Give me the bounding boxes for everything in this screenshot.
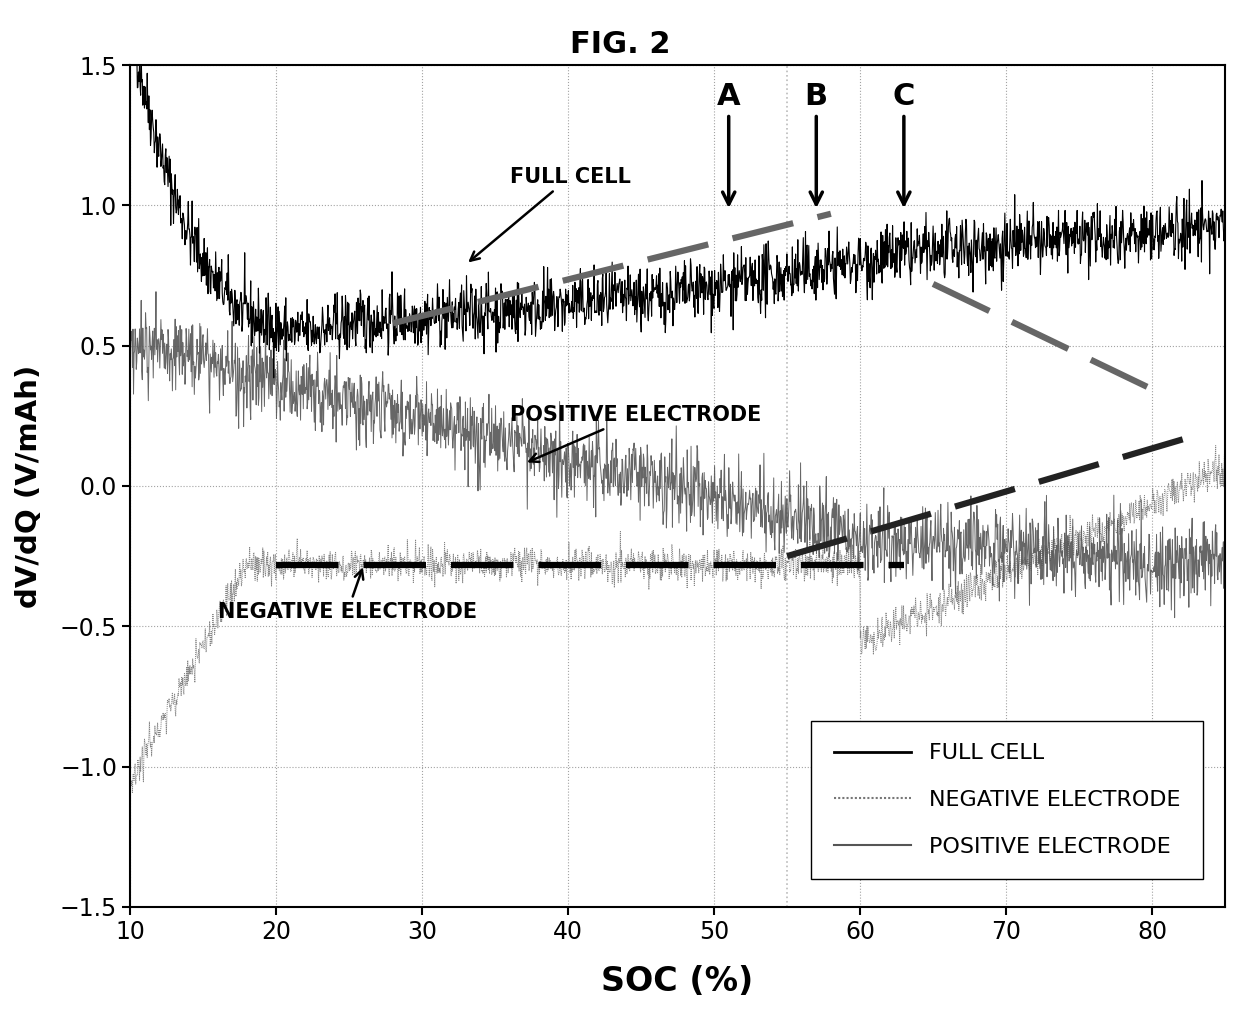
X-axis label: SOC (%): SOC (%) [601, 965, 754, 998]
Text: C: C [893, 82, 915, 205]
Text: B: B [805, 82, 828, 205]
Text: POSITIVE ELECTRODE: POSITIVE ELECTRODE [510, 405, 761, 462]
Text: NEGATIVE ELECTRODE: NEGATIVE ELECTRODE [218, 570, 477, 622]
Y-axis label: dV/dQ (V/mAh): dV/dQ (V/mAh) [15, 365, 43, 608]
Text: A: A [717, 82, 740, 205]
Text: FULL CELL: FULL CELL [470, 167, 631, 260]
Text: FIG. 2: FIG. 2 [569, 30, 671, 60]
Legend: FULL CELL, NEGATIVE ELECTRODE, POSITIVE ELECTRODE: FULL CELL, NEGATIVE ELECTRODE, POSITIVE … [811, 721, 1203, 879]
